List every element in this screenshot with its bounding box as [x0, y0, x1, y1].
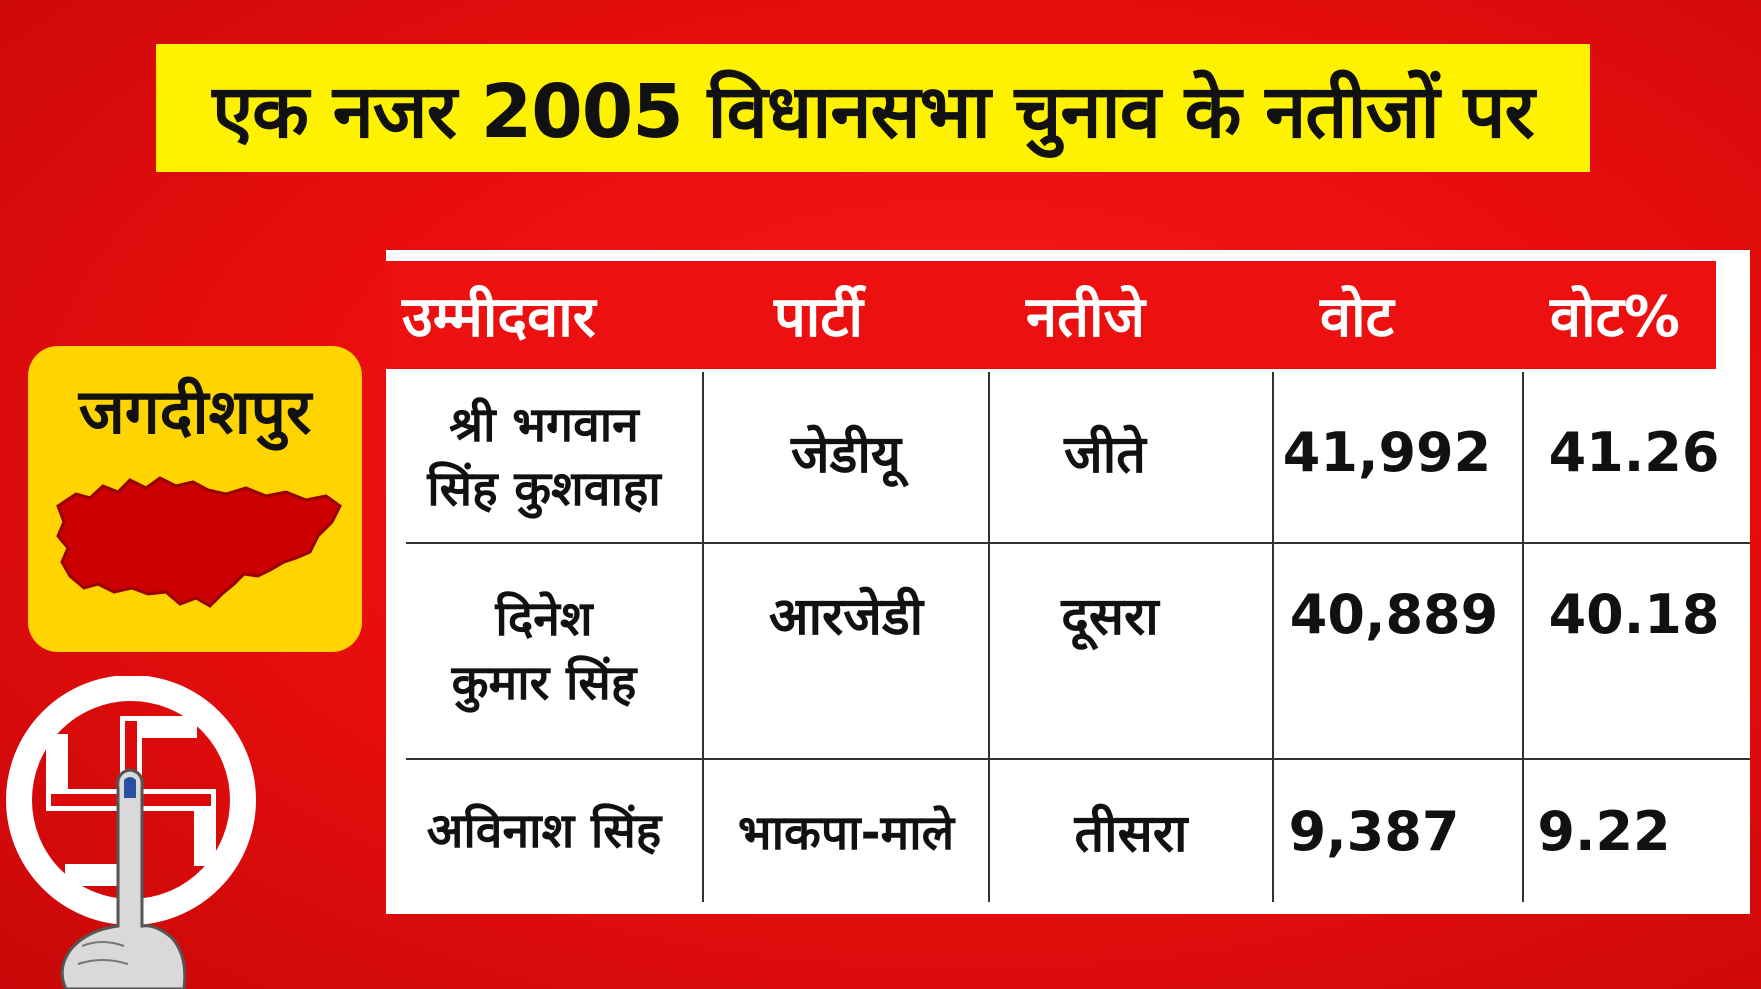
column-divider: [702, 372, 704, 902]
constituency-name: जगदीशपुर: [78, 375, 312, 448]
table-row-1-result: जीते: [1064, 424, 1146, 485]
results-table: उम्मीदवार पार्टी नतीजे वोट वोट% श्री भगव…: [386, 250, 1750, 914]
constituency-map-icon: [56, 476, 342, 608]
table-row-1-vote-percent: 41.26: [1548, 420, 1720, 484]
table-row-1-party: जेडीयू: [790, 424, 902, 485]
row-divider: [406, 542, 1750, 544]
table-row-2-vote-percent: 40.18: [1548, 582, 1720, 646]
table-header: उम्मीदवार पार्टी नतीजे वोट वोट%: [386, 261, 1716, 369]
candidate-name-line: कुमार सिंह: [451, 655, 637, 711]
table-row-3-party: भाकपा-माले: [737, 804, 955, 861]
column-divider: [988, 372, 990, 902]
table-row-3-result: तीसरा: [1074, 803, 1188, 864]
header-result: नतीजे: [1026, 285, 1146, 350]
table-row-3-votes: 9,387: [1288, 799, 1460, 863]
table-row-2-candidate: दिनेश कुमार सिंह: [386, 544, 702, 758]
header-votes: वोट: [1320, 285, 1394, 350]
table-row-2-party: आरजेडी: [768, 586, 924, 647]
table-row-1-candidate: श्री भगवान सिंह कुशवाहा: [386, 372, 702, 542]
header-party: पार्टी: [774, 285, 864, 350]
table-row-3-vote-percent: 9.22: [1537, 799, 1671, 863]
table-row-1-votes: 41,992: [1282, 420, 1492, 484]
candidate-name-line: दिनेश: [495, 591, 593, 647]
row-divider: [406, 758, 1750, 760]
table-row-3-candidate: अविनाश सिंह: [426, 803, 662, 859]
column-divider: [1522, 372, 1524, 902]
constituency-card: जगदीशपुर: [28, 346, 362, 652]
candidate-name-line: सिंह कुशवाहा: [427, 461, 661, 517]
column-divider: [1272, 372, 1274, 902]
title-banner: एक नजर 2005 विधानसभा चुनाव के नतीजों पर: [156, 44, 1590, 172]
election-commission-emblem-icon: [6, 676, 256, 989]
header-candidate: उम्मीदवार: [402, 285, 596, 350]
page-title: एक नजर 2005 विधानसभा चुनाव के नतीजों पर: [212, 68, 1535, 155]
header-vote-percent: वोट%: [1550, 285, 1680, 350]
table-row-2-result: दूसरा: [1061, 586, 1159, 647]
table-row-2-votes: 40,889: [1289, 582, 1499, 646]
candidate-name-line: श्री भगवान: [449, 397, 639, 453]
